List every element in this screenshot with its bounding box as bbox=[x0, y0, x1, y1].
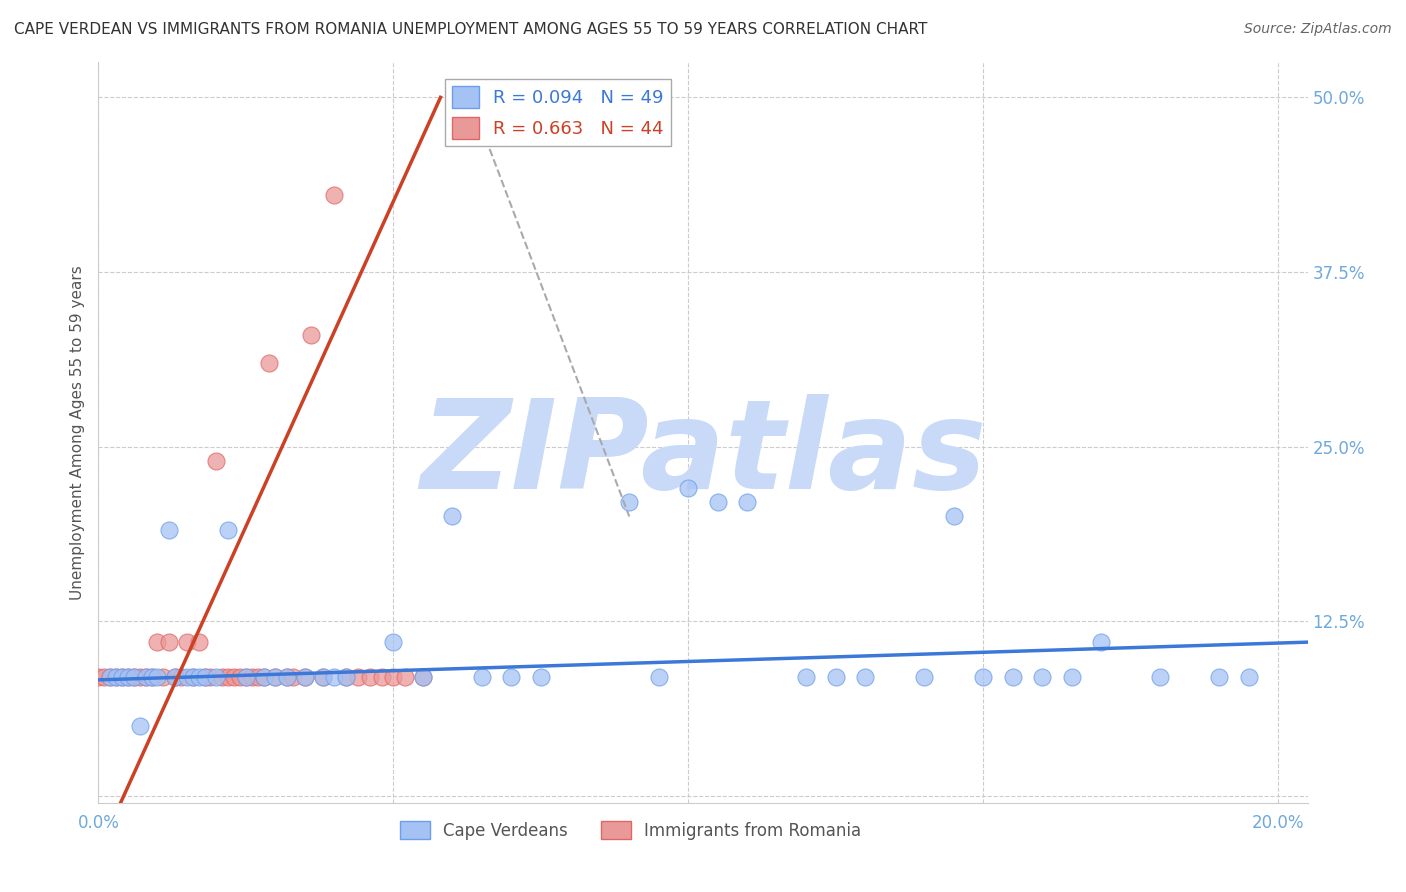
Point bbox=[412, 670, 434, 684]
Point bbox=[370, 670, 392, 684]
Text: ZIPatlas: ZIPatlas bbox=[420, 394, 986, 516]
Point bbox=[229, 670, 252, 684]
Point bbox=[1149, 670, 1171, 684]
Point bbox=[170, 670, 193, 684]
Point bbox=[678, 482, 700, 496]
Point bbox=[117, 670, 139, 684]
Point bbox=[205, 453, 228, 467]
Point bbox=[259, 356, 281, 370]
Point bbox=[187, 670, 209, 684]
Point bbox=[323, 670, 346, 684]
Point bbox=[117, 670, 139, 684]
Point bbox=[105, 670, 128, 684]
Point bbox=[111, 670, 134, 684]
Text: CAPE VERDEAN VS IMMIGRANTS FROM ROMANIA UNEMPLOYMENT AMONG AGES 55 TO 59 YEARS C: CAPE VERDEAN VS IMMIGRANTS FROM ROMANIA … bbox=[14, 22, 928, 37]
Point bbox=[706, 495, 728, 509]
Point bbox=[194, 670, 217, 684]
Point bbox=[141, 670, 163, 684]
Point bbox=[111, 670, 134, 684]
Point bbox=[252, 670, 274, 684]
Point bbox=[942, 509, 965, 524]
Point bbox=[276, 670, 298, 684]
Point bbox=[1208, 670, 1230, 684]
Point bbox=[824, 670, 846, 684]
Point bbox=[187, 635, 209, 649]
Point bbox=[1060, 670, 1083, 684]
Point bbox=[240, 670, 263, 684]
Point bbox=[181, 670, 204, 684]
Point bbox=[235, 670, 257, 684]
Point bbox=[217, 524, 239, 538]
Point bbox=[98, 670, 121, 684]
Point bbox=[1237, 670, 1260, 684]
Point bbox=[264, 670, 287, 684]
Point bbox=[853, 670, 876, 684]
Point bbox=[135, 670, 157, 684]
Point bbox=[648, 670, 671, 684]
Point bbox=[122, 670, 145, 684]
Point bbox=[382, 635, 405, 649]
Point bbox=[530, 670, 553, 684]
Point bbox=[235, 670, 257, 684]
Point bbox=[294, 670, 316, 684]
Point bbox=[1001, 670, 1024, 684]
Point bbox=[281, 670, 304, 684]
Point bbox=[141, 670, 163, 684]
Point bbox=[217, 670, 239, 684]
Point bbox=[335, 670, 357, 684]
Point bbox=[1031, 670, 1053, 684]
Point bbox=[181, 670, 204, 684]
Point bbox=[972, 670, 994, 684]
Point bbox=[135, 670, 157, 684]
Point bbox=[157, 635, 180, 649]
Point bbox=[311, 670, 333, 684]
Point bbox=[252, 670, 274, 684]
Point bbox=[165, 670, 187, 684]
Legend: Cape Verdeans, Immigrants from Romania: Cape Verdeans, Immigrants from Romania bbox=[392, 814, 868, 847]
Point bbox=[311, 670, 333, 684]
Point bbox=[146, 635, 169, 649]
Point bbox=[299, 327, 322, 342]
Point bbox=[194, 670, 217, 684]
Y-axis label: Unemployment Among Ages 55 to 59 years: Unemployment Among Ages 55 to 59 years bbox=[69, 265, 84, 600]
Point bbox=[176, 635, 198, 649]
Point bbox=[735, 495, 758, 509]
Point bbox=[619, 495, 641, 509]
Point bbox=[794, 670, 817, 684]
Point bbox=[294, 670, 316, 684]
Point bbox=[122, 670, 145, 684]
Point bbox=[93, 670, 115, 684]
Point bbox=[394, 670, 416, 684]
Point bbox=[87, 670, 110, 684]
Point bbox=[152, 670, 174, 684]
Text: Source: ZipAtlas.com: Source: ZipAtlas.com bbox=[1244, 22, 1392, 37]
Point bbox=[912, 670, 935, 684]
Point bbox=[165, 670, 187, 684]
Point bbox=[276, 670, 298, 684]
Point bbox=[246, 670, 269, 684]
Point bbox=[211, 670, 233, 684]
Point bbox=[264, 670, 287, 684]
Point bbox=[501, 670, 523, 684]
Point bbox=[200, 670, 222, 684]
Point bbox=[412, 670, 434, 684]
Point bbox=[105, 670, 128, 684]
Point bbox=[222, 670, 245, 684]
Point bbox=[157, 524, 180, 538]
Point bbox=[441, 509, 464, 524]
Point bbox=[335, 670, 357, 684]
Point bbox=[1090, 635, 1112, 649]
Point bbox=[205, 670, 228, 684]
Point bbox=[146, 670, 169, 684]
Point bbox=[347, 670, 370, 684]
Point bbox=[323, 188, 346, 202]
Point bbox=[176, 670, 198, 684]
Point bbox=[98, 670, 121, 684]
Point bbox=[382, 670, 405, 684]
Point bbox=[128, 670, 150, 684]
Point bbox=[128, 719, 150, 733]
Point bbox=[471, 670, 494, 684]
Point bbox=[359, 670, 381, 684]
